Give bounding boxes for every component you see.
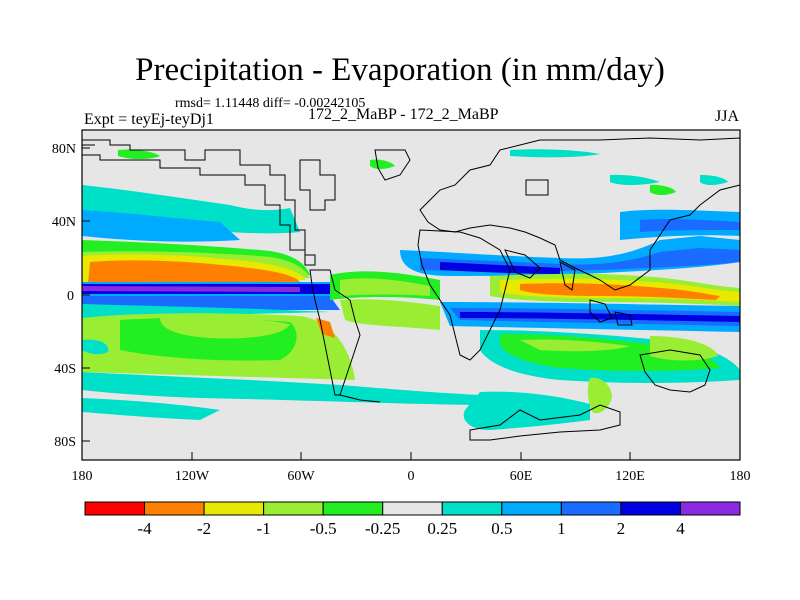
- lat-tick-label: 80S: [54, 435, 76, 450]
- lon-tick-label: 0: [408, 469, 415, 484]
- lat-tick-label: 40S: [54, 362, 76, 377]
- colorbar-label: 0.25: [427, 519, 457, 538]
- colorbar-label: 0.5: [491, 519, 512, 538]
- colorbar-label: -2: [197, 519, 211, 538]
- colorbar-swatch: [84, 501, 146, 516]
- stats-line: rmsd= 1.11448 diff= -0.00242105: [175, 96, 366, 111]
- experiment-label: Expt = teyEj-teyDj1: [84, 111, 214, 128]
- colorbar-swatch: [263, 501, 324, 516]
- colorbar-swatch: [144, 501, 205, 516]
- lon-tick-labels: 180 120W 60W 0 60E 120E 180: [72, 469, 751, 484]
- lon-tick-label: 60W: [287, 469, 315, 484]
- colorbar-label: -0.5: [310, 519, 337, 538]
- case-label: 172_2_MaBP - 172_2_MaBP: [308, 106, 499, 123]
- lat-tick-label: 40N: [52, 215, 76, 230]
- colorbar: [84, 501, 741, 516]
- colorbar-label: -4: [137, 519, 152, 538]
- colorbar-swatch: [679, 501, 741, 516]
- colorbar-swatch: [382, 501, 443, 516]
- colorbar-label: -0.25: [365, 519, 400, 538]
- plot-title: Precipitation - Evaporation (in mm/day): [135, 52, 665, 88]
- lat-tick-label: 80N: [52, 142, 76, 157]
- lat-tick-labels: 80N 40N 0 40S 80S: [52, 142, 76, 450]
- lon-tick-label: 60E: [510, 469, 533, 484]
- colorbar-swatch: [501, 501, 562, 516]
- colorbar-swatch: [203, 501, 265, 516]
- colorbar-swatch: [441, 501, 503, 516]
- axis-ticks: [81, 147, 741, 460]
- lat-tick-label: 0: [67, 289, 74, 304]
- lon-tick-label: 120W: [175, 469, 210, 484]
- season-label: JJA: [715, 108, 740, 125]
- lon-tick-label: 180: [730, 469, 751, 484]
- contour-field: [82, 130, 740, 460]
- colorbar-swatch: [322, 501, 384, 516]
- lon-tick-label: 120E: [615, 469, 645, 484]
- coastlines: [82, 137, 741, 441]
- colorbar-swatch: [620, 501, 681, 516]
- colorbar-labels: -4 -2 -1 -0.5 -0.25 0.25 0.5 1 2 4: [137, 519, 685, 538]
- colorbar-label: 2: [617, 519, 626, 538]
- colorbar-swatch: [560, 501, 622, 516]
- colorbar-label: 4: [676, 519, 685, 538]
- colorbar-label: -1: [257, 519, 271, 538]
- lon-tick-label: 180: [72, 469, 93, 484]
- colorbar-label: 1: [557, 519, 566, 538]
